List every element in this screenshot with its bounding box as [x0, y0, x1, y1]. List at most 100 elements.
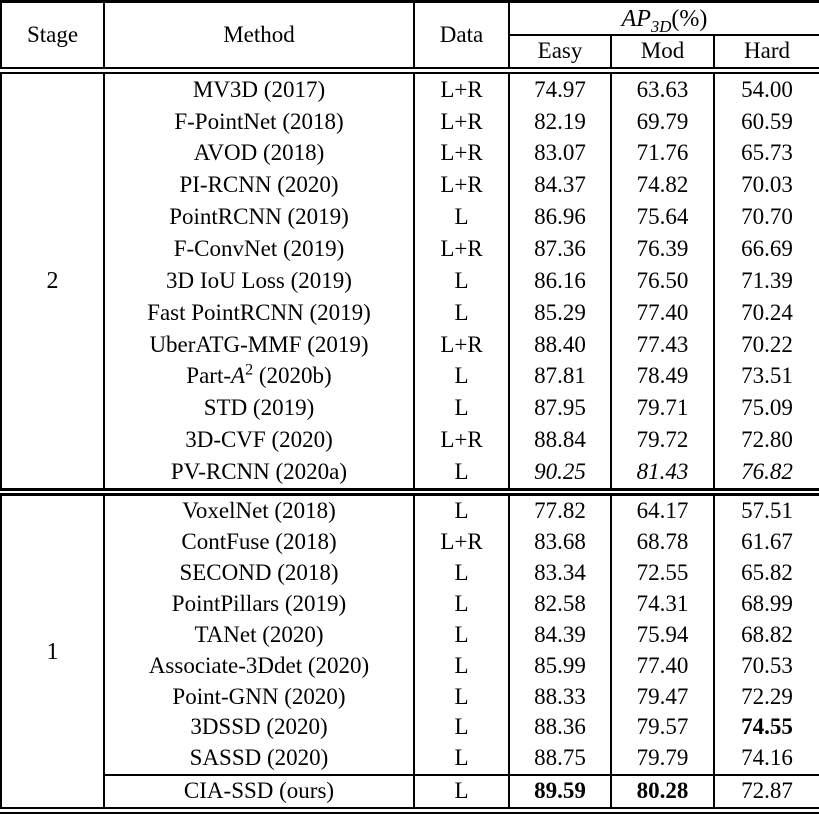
table-row: ContFuse (2018) L+R 83.68 68.78 61.67: [1, 527, 819, 559]
table-row: PV-RCNN (2020a) L 90.25 81.43 76.82: [1, 456, 819, 493]
table-row: TANet (2020) L 84.39 75.94 68.82: [1, 619, 819, 651]
method-cell: Fast PointRCNN (2019): [103, 297, 415, 329]
data-cell: L+R: [413, 137, 510, 170]
mod-cell: 76.39: [610, 233, 715, 266]
easy-cell: 89.59: [508, 773, 612, 811]
header-hard: Hard: [713, 35, 819, 71]
mod-cell: 79.72: [610, 424, 715, 457]
mod-cell: 81.43: [610, 456, 715, 493]
hard-cell: 70.70: [713, 201, 819, 234]
method-cell: PI-RCNN (2020): [103, 169, 415, 202]
table-row: Point-GNN (2020) L 88.33 79.47 72.29: [1, 681, 819, 713]
easy-cell: 86.16: [508, 265, 612, 298]
data-cell: L: [413, 201, 510, 234]
table-row: 3DSSD (2020) L 88.36 79.57 74.55: [1, 712, 819, 744]
table-row: UberATG-MMF (2019) L+R 88.40 77.43 70.22: [1, 328, 819, 361]
easy-cell: 77.82: [508, 492, 612, 528]
header-easy: Easy: [508, 35, 612, 71]
mod-cell: 77.43: [610, 328, 715, 361]
header-row-1: Stage Method Data AP3D(%): [0, 1, 819, 71]
data-cell: L+R: [413, 233, 510, 266]
method-cell: TANet (2020): [103, 619, 415, 651]
mod-cell: 78.49: [610, 360, 715, 393]
easy-cell: 83.07: [508, 137, 612, 170]
hard-cell: 70.24: [713, 297, 819, 329]
method-cell: SECOND (2018): [103, 558, 415, 589]
hard-cell: 68.99: [713, 588, 819, 620]
data-cell: L: [413, 681, 510, 713]
mod-cell: 79.71: [610, 392, 715, 425]
mod-cell: 75.94: [610, 619, 715, 651]
table-row: F-ConvNet (2019) L+R 87.36 76.39 66.69: [1, 233, 819, 266]
hard-cell: 70.22: [713, 328, 819, 361]
easy-cell: 83.68: [508, 527, 612, 559]
easy-cell: 87.36: [508, 233, 612, 266]
stage-label: 2: [0, 70, 105, 493]
data-cell: L: [413, 773, 510, 811]
hard-cell: 66.69: [713, 233, 819, 266]
mod-cell: 80.28: [610, 773, 715, 811]
mod-cell: 76.50: [610, 265, 715, 298]
hard-cell: 72.80: [713, 424, 819, 457]
table-row: 3D-CVF (2020) L+R 88.84 79.72 72.80: [1, 424, 819, 457]
method-cell: STD (2019): [103, 392, 415, 425]
method-cell: F-ConvNet (2019): [103, 233, 415, 266]
method-cell: PointPillars (2019): [103, 588, 415, 620]
method-cell: AVOD (2018): [103, 137, 415, 170]
data-cell: L: [413, 650, 510, 682]
table-row: AVOD (2018) L+R 83.07 71.76 65.73: [1, 137, 819, 170]
stage-2-body: 2 MV3D (2017) L+R 74.97 63.63 54.00 F-PointNet…: [0, 70, 819, 493]
table-row: Part-A2 (2020b) L 87.81 78.49 73.51: [1, 360, 819, 393]
hard-cell: 74.16: [713, 743, 819, 775]
easy-cell: 82.19: [508, 105, 612, 138]
easy-cell: 88.84: [508, 424, 612, 457]
mod-cell: 75.64: [610, 201, 715, 234]
method-cell: UberATG-MMF (2019): [103, 328, 415, 361]
mod-cell: 72.55: [610, 558, 715, 589]
mod-cell: 79.79: [610, 743, 715, 775]
table-row: F-PointNet (2018) L+R 82.19 69.79 60.59: [1, 105, 819, 138]
data-cell: L: [413, 558, 510, 589]
header-ap3d: AP3D(%): [508, 1, 819, 36]
data-cell: L+R: [413, 70, 510, 106]
hard-cell: 57.51: [713, 492, 819, 528]
header-mod: Mod: [610, 35, 715, 71]
table-row: Associate-3Ddet (2020) L 85.99 77.40 70.53: [1, 650, 819, 682]
hard-cell: 68.82: [713, 619, 819, 651]
easy-cell: 90.25: [508, 456, 612, 493]
method-cell: 3D-CVF (2020): [103, 424, 415, 457]
hard-cell: 65.73: [713, 137, 819, 170]
easy-cell: 87.81: [508, 360, 612, 393]
hard-cell: 73.51: [713, 360, 819, 393]
mod-cell: 77.40: [610, 297, 715, 329]
table-row: PointPillars (2019) L 82.58 74.31 68.99: [1, 588, 819, 620]
method-cell: Part-A2 (2020b): [103, 360, 415, 393]
method-cell: 3DSSD (2020): [103, 712, 415, 744]
mod-cell: 64.17: [610, 492, 715, 528]
header-row-2: Easy Mod Hard: [1, 35, 819, 71]
hard-cell: 76.82: [713, 456, 819, 493]
hard-cell: 70.03: [713, 169, 819, 202]
method-cell: Associate-3Ddet (2020): [103, 650, 415, 682]
data-cell: L: [413, 743, 510, 775]
header-data: Data: [413, 1, 510, 71]
mod-cell: 77.40: [610, 650, 715, 682]
method-cell: VoxelNet (2018): [103, 492, 415, 528]
easy-cell: 84.39: [508, 619, 612, 651]
hard-cell: 75.09: [713, 392, 819, 425]
method-cell: Point-GNN (2020): [103, 681, 415, 713]
easy-cell: 87.95: [508, 392, 612, 425]
data-cell: L: [413, 360, 510, 393]
method-cell: MV3D (2017): [103, 70, 415, 106]
mod-cell: 71.76: [610, 137, 715, 170]
easy-cell: 83.34: [508, 558, 612, 589]
easy-cell: 84.37: [508, 169, 612, 202]
easy-cell: 74.97: [508, 70, 612, 106]
hard-cell: 72.29: [713, 681, 819, 713]
hard-cell: 70.53: [713, 650, 819, 682]
easy-cell: 88.40: [508, 328, 612, 361]
data-cell: L: [413, 392, 510, 425]
table-row: SECOND (2018) L 83.34 72.55 65.82: [1, 558, 819, 589]
method-cell: ContFuse (2018): [103, 527, 415, 559]
easy-cell: 88.75: [508, 743, 612, 775]
